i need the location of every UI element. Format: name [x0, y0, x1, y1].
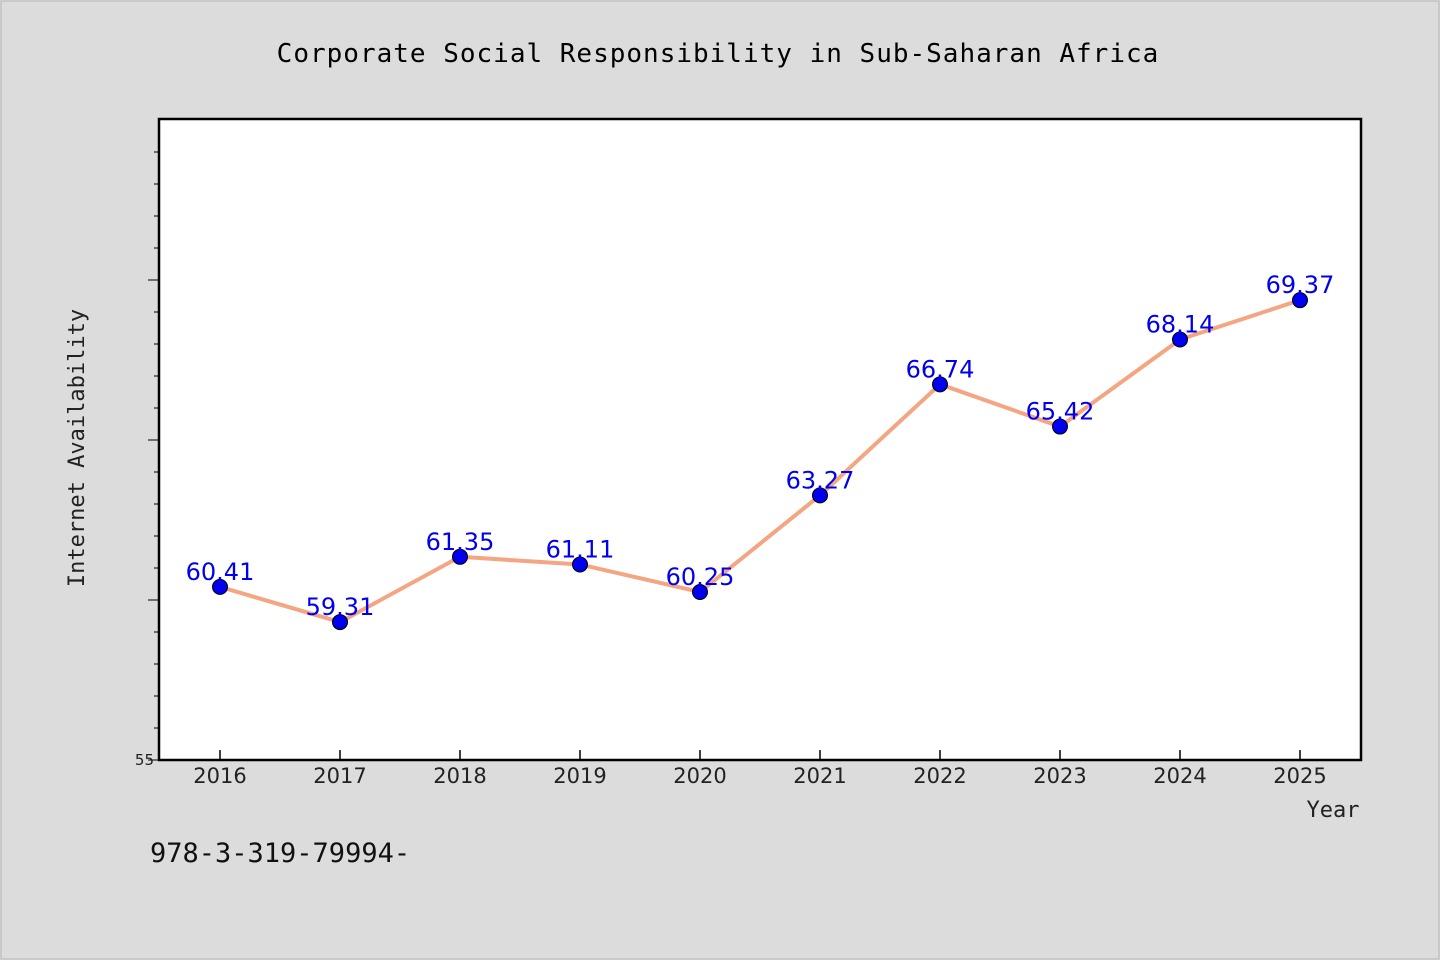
- x-tick-label: 2023: [1033, 764, 1086, 788]
- x-tick-label: 2016: [193, 764, 246, 788]
- plot-area: [157, 117, 1363, 762]
- x-tick-label: 2024: [1153, 764, 1206, 788]
- data-label: 68.14: [1146, 311, 1215, 339]
- data-label: 60.25: [666, 563, 735, 591]
- x-tick-label: 2017: [313, 764, 366, 788]
- data-label: 65.42: [1026, 398, 1095, 426]
- x-axis-label: Year: [1307, 798, 1360, 823]
- data-label: 59.31: [306, 593, 375, 621]
- x-tick-label: 2021: [793, 764, 846, 788]
- chart-title: Corporate Social Responsibility in Sub-S…: [277, 39, 1160, 69]
- data-label: 61.11: [546, 535, 615, 563]
- data-point: [692, 584, 708, 600]
- x-tick-label: 2022: [913, 764, 966, 788]
- y-axis-label: Internet Availability: [65, 309, 90, 587]
- x-tick-label: 2025: [1273, 764, 1326, 788]
- data-point: [1172, 331, 1188, 348]
- footer-text: 978-3-319-79994-: [150, 838, 410, 869]
- x-axis-ticks: 2016 2017 2018 2019 2020 2021 2022 2023 2024 2025: [193, 750, 1327, 788]
- data-point: [452, 548, 468, 565]
- data-label: 63.27: [786, 466, 855, 494]
- data-label: 60.41: [186, 558, 255, 586]
- data-point: [812, 487, 828, 504]
- data-label: 66.74: [906, 355, 975, 383]
- x-tick-label: 2020: [673, 764, 726, 788]
- data-point: [932, 376, 948, 393]
- data-label: 69.37: [1266, 271, 1335, 299]
- y-tick-label: 55: [135, 751, 154, 769]
- data-point: [572, 556, 588, 573]
- series-layer: 60.41 59.31 61.35 61.11 60.25 63.27 66.74 65.42…: [186, 271, 1335, 631]
- data-point: [1292, 292, 1308, 309]
- x-tick-label: 2019: [553, 764, 606, 788]
- x-tick-label: 2018: [433, 764, 486, 788]
- y-axis-ticks: 55: [135, 151, 160, 769]
- data-point: [332, 614, 348, 631]
- series-line: [219, 298, 1301, 625]
- data-point: [212, 578, 228, 595]
- data-label: 61.35: [426, 528, 495, 556]
- data-point: [1052, 418, 1068, 435]
